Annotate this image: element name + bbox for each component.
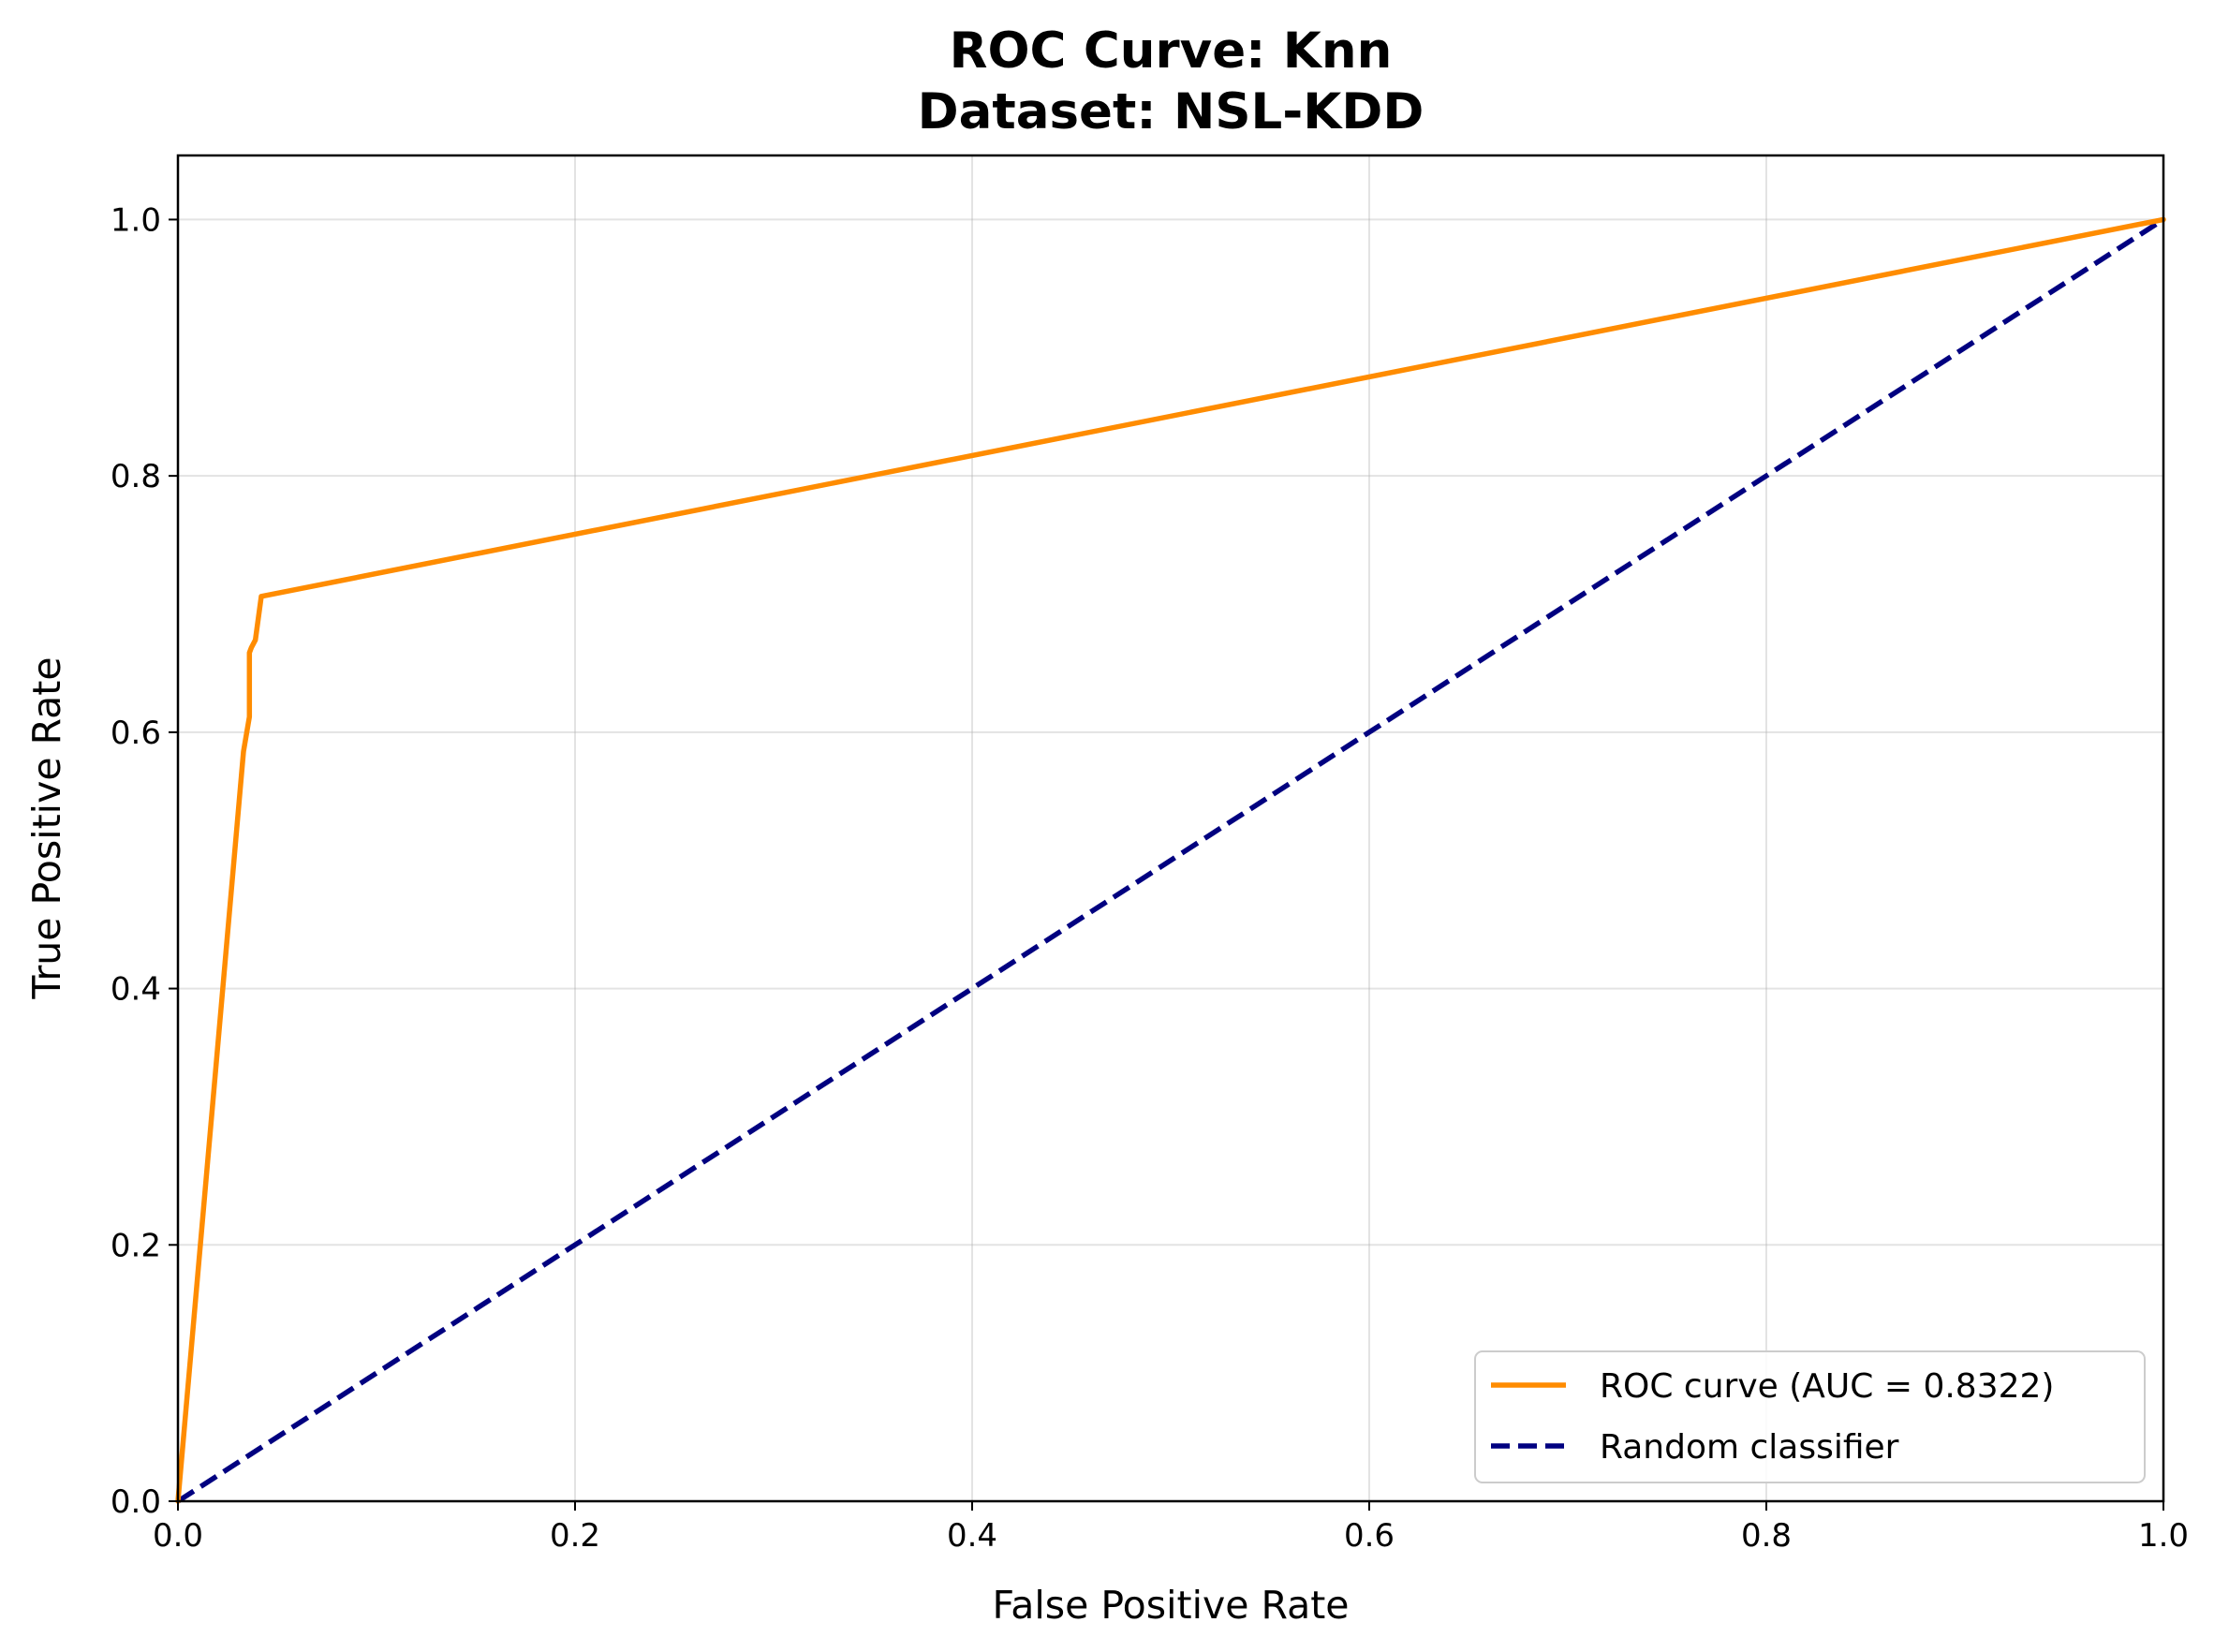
y-tick-label: 0.8: [111, 458, 161, 495]
x-axis: 0.0 0.2 0.4 0.6 0.8 1.0: [153, 1501, 2189, 1555]
x-tick-label: 0.6: [1344, 1517, 1395, 1555]
plot-frame: [176, 154, 2165, 1503]
y-tick-label: 1.0: [111, 201, 161, 239]
y-tick-label: 0.0: [111, 1483, 161, 1521]
chart-subtitle: Dataset: NSL-KDD: [918, 83, 1424, 140]
series-layer: [175, 216, 2166, 1504]
legend-label-random: Random classifier: [1600, 1428, 1899, 1467]
random-classifier-line: [176, 217, 2165, 1504]
legend-label-roc: ROC curve (AUC = 0.8322): [1600, 1367, 2054, 1406]
x-axis-label: False Positive Rate: [992, 1583, 1349, 1628]
grid: [177, 155, 2164, 1502]
x-tick-label: 0.0: [153, 1517, 203, 1555]
x-tick-label: 1.0: [2138, 1517, 2189, 1555]
x-tick-label: 0.8: [1741, 1517, 1792, 1555]
y-axis: 0.0 0.2 0.4 0.6 0.8 1.0: [111, 201, 178, 1521]
y-tick-label: 0.6: [111, 715, 161, 752]
legend: ROC curve (AUC = 0.8322) Random classifi…: [1474, 1350, 2146, 1483]
roc-curve-line: [175, 216, 2166, 1504]
chart-title: ROC Curve: Knn: [950, 22, 1393, 80]
y-axis-label: True Positive Rate: [24, 656, 69, 999]
y-tick-label: 0.2: [111, 1227, 161, 1264]
x-tick-label: 0.2: [550, 1517, 600, 1555]
legend-box: [1474, 1350, 2146, 1483]
x-tick-label: 0.4: [947, 1517, 997, 1555]
y-tick-label: 0.4: [111, 971, 161, 1009]
